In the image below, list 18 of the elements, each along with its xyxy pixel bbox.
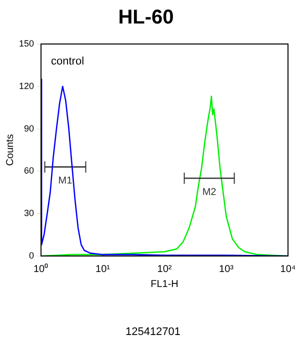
chart-title: HL-60 [118,6,174,29]
y-tick-label: 30 [24,208,34,218]
y-tick-label: 60 [24,166,34,176]
annotation: control [51,56,84,68]
y-tick-label: 120 [18,80,34,91]
x-tick-label: 10³ [219,264,234,275]
series-label: M1 [58,176,73,187]
x-tick-label: 10² [157,264,172,275]
x-tick-label: 10⁴ [280,264,296,275]
x-axis-title: FL1-H [150,278,178,290]
text: 125412701 [124,326,182,338]
y-tick-label: 0 [29,250,34,260]
y-tick-label: 150 [18,38,34,48]
y-tick-label: 90 [24,123,34,134]
series-label: M2 [202,187,217,198]
x-tick-label: 10⁰ [33,262,49,275]
y-axis-title: Counts [4,134,16,166]
x-tick-label: 10¹ [96,264,111,275]
